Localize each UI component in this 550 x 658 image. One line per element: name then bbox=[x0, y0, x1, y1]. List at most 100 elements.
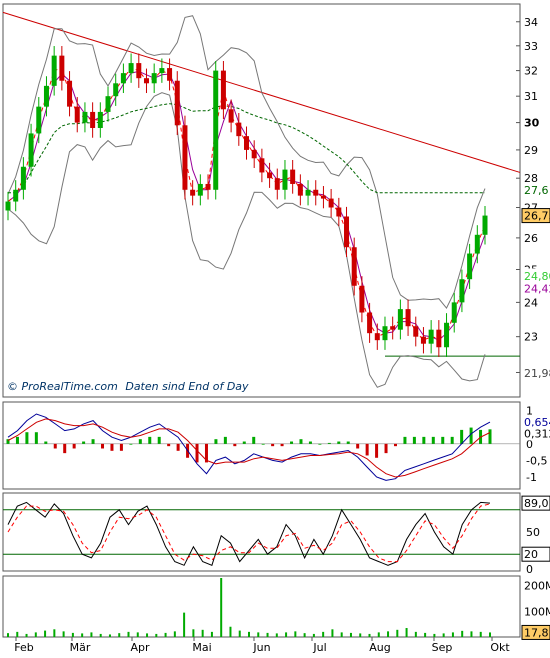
volume-bar bbox=[470, 631, 473, 637]
candle-body bbox=[59, 55, 65, 81]
month-label: Feb bbox=[14, 641, 33, 654]
macd-histogram-bar bbox=[261, 443, 265, 445]
price-value-tag: 24,80 bbox=[524, 270, 550, 283]
candle-body bbox=[51, 55, 57, 86]
candle-body bbox=[36, 106, 42, 134]
candle-body bbox=[244, 136, 249, 150]
candle-body bbox=[213, 70, 219, 190]
candle-body bbox=[90, 111, 96, 128]
macd-tick-label: -1 bbox=[526, 471, 537, 484]
volume-bar bbox=[34, 632, 37, 637]
macd-histogram-bar bbox=[63, 443, 67, 454]
volume-bar bbox=[146, 633, 149, 637]
month-label: Apr bbox=[130, 641, 150, 654]
candle-body bbox=[374, 333, 380, 341]
stochastic-value-tag: 89,0 bbox=[524, 497, 549, 510]
volume-bar bbox=[405, 628, 408, 637]
candle-body bbox=[120, 73, 126, 84]
candle-body bbox=[428, 329, 434, 344]
volume-bar bbox=[229, 626, 232, 637]
candle-body bbox=[328, 198, 334, 208]
macd-histogram-bar bbox=[412, 436, 416, 444]
volume-bar bbox=[53, 629, 56, 637]
price-tick-label: 23 bbox=[524, 331, 538, 344]
stochastic-frame bbox=[2, 492, 521, 572]
macd-histogram-bar bbox=[53, 443, 57, 449]
macd-histogram-bar bbox=[403, 436, 407, 444]
candle-body bbox=[344, 216, 350, 248]
candle-body bbox=[320, 195, 326, 199]
macd-histogram-bar bbox=[233, 443, 237, 447]
macd-histogram-bar bbox=[469, 427, 473, 444]
price-tick-label: 32 bbox=[524, 65, 538, 78]
candle-body bbox=[405, 309, 411, 327]
volume-bar bbox=[322, 631, 325, 637]
volume-bar bbox=[71, 632, 74, 637]
macd-histogram-bar bbox=[384, 443, 388, 454]
candle-body bbox=[282, 169, 288, 190]
volume-bar bbox=[183, 612, 186, 637]
month-label: Mai bbox=[192, 641, 211, 654]
price-value-tag: 21,98 bbox=[524, 367, 550, 380]
watermark-provider: ProRealTime.com bbox=[22, 380, 118, 393]
candle-body bbox=[5, 201, 11, 211]
macd-histogram-bar bbox=[299, 439, 303, 444]
volume-bar bbox=[155, 633, 158, 637]
macd-value-tag-box bbox=[522, 415, 550, 430]
bollinger-lower bbox=[7, 92, 486, 388]
volume-bar bbox=[294, 631, 297, 637]
candle-body bbox=[305, 189, 311, 196]
macd-histogram-bar bbox=[15, 436, 19, 444]
candle-body bbox=[228, 109, 234, 123]
candle-body bbox=[390, 326, 396, 330]
macd-histogram-bar bbox=[422, 436, 426, 444]
candle-body bbox=[336, 207, 342, 217]
volume-panel: 200M 100M 17,8M bbox=[2, 575, 550, 640]
volume-bar bbox=[238, 630, 241, 637]
volume-bar bbox=[127, 631, 130, 637]
candle-body bbox=[259, 158, 265, 173]
macd-histogram-bar bbox=[318, 443, 322, 445]
macd-histogram-bar bbox=[365, 443, 369, 456]
macd-histogram-bar bbox=[110, 443, 114, 451]
volume-bar bbox=[442, 633, 445, 637]
candle-body bbox=[313, 189, 319, 196]
price-value-tag: 26,73 bbox=[524, 210, 550, 223]
volume-bar bbox=[220, 578, 223, 637]
stochastic-value-tag: 20 bbox=[524, 548, 538, 561]
volume-bar bbox=[285, 632, 288, 637]
month-label: Jun bbox=[252, 641, 270, 654]
macd-histogram-bar bbox=[82, 441, 86, 444]
price-value-tag: 27,6 bbox=[524, 184, 549, 197]
volume-value-tag: 17,8M bbox=[524, 626, 550, 639]
candle-body bbox=[482, 215, 488, 235]
macd-histogram-bar bbox=[346, 441, 350, 444]
macd-histogram-bar bbox=[167, 443, 171, 447]
volume-bar bbox=[44, 630, 47, 637]
volume-tick-label: 100M bbox=[524, 605, 550, 618]
volume-bar bbox=[7, 633, 9, 637]
macd-histogram-bar bbox=[6, 439, 10, 444]
candle-body bbox=[382, 326, 388, 341]
volume-bar bbox=[331, 629, 334, 637]
stochastic-panel: 50 0 89,0 20 bbox=[2, 492, 550, 576]
macd-histogram-bar bbox=[337, 441, 341, 444]
candle-body bbox=[351, 247, 357, 286]
watermark: © ProRealTime.com Daten sind End of Day bbox=[7, 380, 249, 393]
volume-bar bbox=[275, 633, 278, 637]
macd-frame bbox=[2, 401, 521, 490]
volume-bar bbox=[81, 633, 84, 637]
volume-bar bbox=[377, 632, 380, 637]
volume-bar bbox=[312, 633, 315, 637]
macd-histogram-bar bbox=[242, 441, 246, 444]
price-frame bbox=[2, 3, 521, 398]
price-tick-label: 31 bbox=[524, 90, 538, 103]
macd-histogram-bar bbox=[271, 443, 275, 447]
price-tick-label: 28 bbox=[524, 172, 538, 185]
volume-bar bbox=[479, 631, 482, 637]
volume-bar bbox=[433, 633, 436, 637]
month-label: Sep bbox=[432, 641, 453, 654]
volume-value-tag-box bbox=[521, 624, 550, 640]
macd-value-tag: 0,312 bbox=[524, 427, 550, 440]
macd-histogram-bar bbox=[356, 443, 360, 449]
